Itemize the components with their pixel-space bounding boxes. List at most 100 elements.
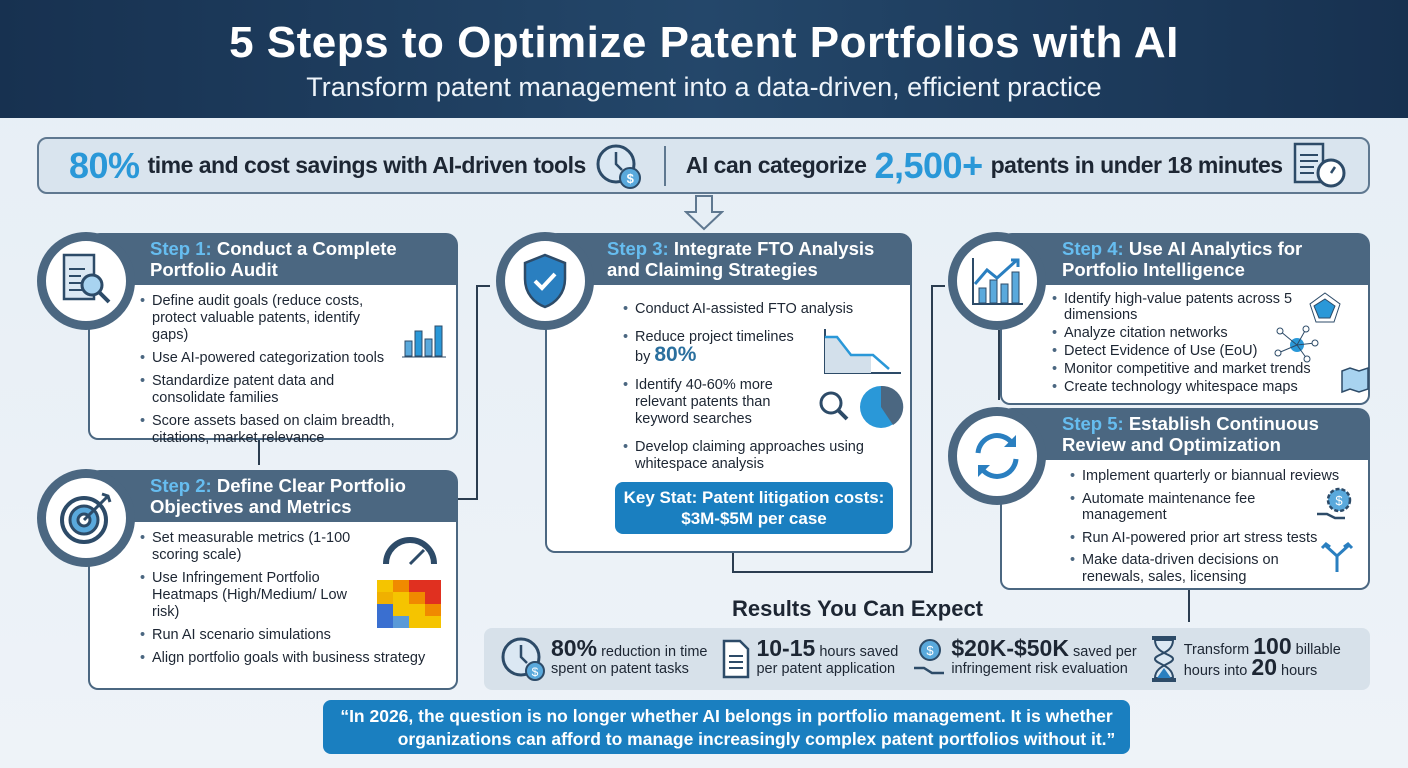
stat-text: time and cost savings with AI-driven too… bbox=[147, 152, 587, 178]
step-1-icon-circle bbox=[37, 232, 135, 330]
step-label: Step 1: bbox=[150, 238, 212, 259]
list-item: Set measurable metrics (1-100 scoring sc… bbox=[140, 530, 366, 564]
target-icon bbox=[60, 492, 112, 544]
page-title: 5 Steps to Optimize Patent Portfolios wi… bbox=[229, 18, 1179, 67]
map-icon bbox=[1341, 366, 1369, 394]
dollar-hand-icon: $ bbox=[914, 639, 945, 675]
clock-dollar-icon: $ bbox=[501, 637, 545, 681]
list-item: Reduce project timelines by 80% bbox=[623, 329, 800, 366]
list-item: Standardize patent data and consolidate … bbox=[140, 373, 396, 407]
step-title: Establish Continuous Review and Optimiza… bbox=[1062, 413, 1319, 455]
step-4-card: Step 4: Use AI Analytics for Portfolio I… bbox=[1000, 233, 1370, 405]
results-title: Results You Can Expect bbox=[731, 596, 984, 621]
result-item: $ $20K-$50K saved per infringement risk e… bbox=[912, 635, 1137, 680]
result-value: 80% bbox=[551, 635, 598, 661]
result-text: hours into bbox=[1183, 663, 1248, 679]
svg-text:$: $ bbox=[532, 665, 539, 679]
result-text: hours saved bbox=[819, 644, 899, 660]
clock-dollar-icon: $ bbox=[596, 144, 641, 189]
results-bar: $ 80% reduction in time spent on patent t… bbox=[484, 628, 1370, 690]
step-3-icon-circle bbox=[496, 232, 594, 330]
growth-chart-icon bbox=[972, 258, 1023, 305]
result-text: reduction in time bbox=[601, 644, 708, 660]
divider bbox=[663, 145, 666, 186]
list-item: Detect Evidence of Use (EoU) bbox=[1052, 343, 1318, 359]
list-item: Identify high-value patents across 5 dim… bbox=[1052, 291, 1318, 323]
step-2-card: Step 2: Define Clear Portfolio Objective… bbox=[88, 470, 458, 690]
result-text: saved per bbox=[1073, 644, 1137, 660]
quote-line: “In 2026, the question is no longer whet… bbox=[340, 706, 1113, 726]
gauge-icon bbox=[383, 537, 437, 566]
result-value: $20K-$50K bbox=[951, 635, 1069, 661]
key-stat-callout: Key Stat: Patent litigation costs: $3M-$… bbox=[615, 482, 893, 534]
shield-check-icon bbox=[523, 253, 567, 309]
step-5-card: Step 5: Establish Continuous Review and … bbox=[1000, 408, 1370, 590]
list-item: Automate maintenance fee management bbox=[1070, 491, 1288, 524]
list-item: Use AI-powered categorization tools bbox=[140, 350, 396, 367]
step-1-card: Step 1: Conduct a Complete Portfolio Aud… bbox=[88, 233, 458, 446]
stat-text: patents in under 18 minutes bbox=[990, 152, 1283, 178]
declining-chart-icon bbox=[824, 329, 901, 374]
list-item: Implement quarterly or biannual reviews bbox=[1070, 468, 1368, 485]
result-text: per patent application bbox=[756, 661, 896, 677]
split-arrows-icon bbox=[1320, 542, 1354, 572]
connector bbox=[931, 285, 933, 573]
connector bbox=[258, 440, 260, 465]
step-title: Use AI Analytics for Portfolio Intellige… bbox=[1062, 238, 1303, 280]
quote-banner: “In 2026, the question is no longer whet… bbox=[323, 700, 1130, 754]
connector bbox=[931, 285, 945, 287]
radar-chart-icon bbox=[1309, 292, 1341, 323]
connector bbox=[476, 285, 490, 287]
stat-value: 2,500+ bbox=[874, 144, 983, 186]
stats-banner: 80% time and cost savings with AI-driven… bbox=[37, 137, 1370, 194]
step-5-icon-circle bbox=[948, 407, 1046, 505]
document-stopwatch-icon bbox=[1293, 142, 1346, 187]
connector bbox=[458, 498, 476, 500]
hourglass-icon bbox=[1151, 636, 1176, 682]
list-item: Conduct AI-assisted FTO analysis bbox=[623, 301, 910, 318]
stat-text: AI can categorize bbox=[685, 152, 867, 178]
list-item: Run AI scenario simulations bbox=[140, 627, 366, 644]
list-item: Monitor competitive and market trends bbox=[1052, 361, 1348, 377]
down-arrow-icon bbox=[684, 195, 724, 231]
connector bbox=[732, 553, 734, 571]
step-2-icon-circle bbox=[37, 469, 135, 567]
step-title: Conduct a Complete Portfolio Audit bbox=[150, 238, 397, 280]
gear-dollar-hand-icon: $ bbox=[1317, 487, 1352, 520]
list-item: Define audit goals (reduce costs, protec… bbox=[140, 293, 396, 344]
list-item: Create technology whitespace maps bbox=[1052, 379, 1318, 395]
list-item: Use Infringement Portfolio Heatmaps (Hig… bbox=[140, 570, 366, 621]
step-label: Step 3: bbox=[607, 238, 669, 259]
list-item: Analyze citation networks bbox=[1052, 325, 1318, 341]
quote-line: organizations can afford to manage incre… bbox=[397, 729, 1116, 749]
connector bbox=[998, 330, 1000, 400]
bar-chart-icon bbox=[402, 325, 446, 358]
result-text: billable bbox=[1295, 642, 1341, 658]
document-icon bbox=[723, 639, 750, 679]
result-text: spent on patent tasks bbox=[551, 661, 689, 677]
step-title: Integrate FTO Analysis and Claiming Stra… bbox=[607, 238, 875, 280]
step-title: Define Clear Portfolio Objectives and Me… bbox=[150, 475, 406, 517]
list-item: Align portfolio goals with business stra… bbox=[140, 650, 456, 667]
result-value: 10-15 bbox=[756, 635, 816, 661]
list-item: Run AI-powered prior art stress tests bbox=[1070, 530, 1368, 547]
result-item: 10-15 hours saved per patent application bbox=[721, 635, 899, 680]
svg-text:$: $ bbox=[1335, 493, 1343, 508]
refresh-cycle-icon bbox=[975, 433, 1019, 479]
list-item: Make data-driven decisions on renewals, … bbox=[1070, 552, 1288, 585]
list-item-text: Reduce project timelines by bbox=[635, 329, 794, 365]
step-3-card: Step 3: Integrate FTO Analysis and Claim… bbox=[545, 233, 912, 553]
connector bbox=[476, 285, 478, 500]
result-text: infringement risk evaluation bbox=[951, 661, 1128, 677]
page-subtitle: Transform patent management into a data-… bbox=[306, 72, 1102, 102]
search-pie-icon bbox=[819, 385, 904, 428]
highlight-value: 80% bbox=[654, 343, 697, 366]
result-value: 100 bbox=[1253, 633, 1292, 659]
step-label: Step 4: bbox=[1062, 238, 1124, 259]
svg-text:$: $ bbox=[927, 643, 935, 658]
svg-text:$: $ bbox=[626, 171, 634, 186]
list-item: Score assets based on claim breadth, cit… bbox=[140, 413, 396, 447]
connector bbox=[732, 571, 932, 573]
step-label: Step 2: bbox=[150, 475, 212, 496]
document-search-icon bbox=[62, 253, 111, 304]
